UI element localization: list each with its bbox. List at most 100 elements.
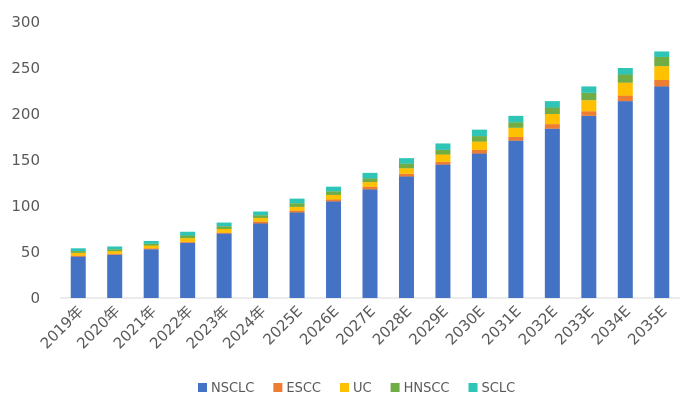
bar-segment-escc <box>180 241 196 243</box>
bar-segment-sclc <box>581 86 597 93</box>
bar-segment-sclc <box>508 115 524 123</box>
bar-segment-sclc <box>398 158 414 164</box>
bar-segment-hnscc <box>253 215 269 218</box>
bar-segment-sclc <box>289 198 305 204</box>
bar-segment-hnscc <box>70 251 86 253</box>
y-tick-label: 100 <box>11 197 40 215</box>
bar-segment-escc <box>216 232 232 234</box>
bar-segment-hnscc <box>362 178 378 183</box>
bar-segment-escc <box>362 186 378 190</box>
bar-segment-uc <box>326 194 342 200</box>
legend-label: NSCLC <box>211 381 254 396</box>
y-tick-label: 200 <box>11 105 40 123</box>
x-tick-label: 2028E <box>369 302 415 348</box>
x-tick-label: 2030E <box>442 302 488 348</box>
bar-segment-hnscc <box>398 163 414 169</box>
bar-segment-sclc <box>70 248 86 252</box>
x-tick-label: 2034E <box>588 302 634 348</box>
bar-segment-nsclc <box>471 153 487 298</box>
y-axis: 0 50 100 150 200 250 300 <box>11 13 40 307</box>
bar-segment-uc <box>70 252 86 256</box>
bar-segment-hnscc <box>435 149 451 155</box>
bar-segment-hnscc <box>654 56 670 67</box>
bar-segment-hnscc <box>581 92 597 101</box>
bar-segment-sclc <box>253 211 269 216</box>
bar-segment-sclc <box>617 68 633 75</box>
bar-segment-nsclc <box>216 233 232 298</box>
bars <box>70 51 670 299</box>
x-tick-label: 2027E <box>332 302 378 348</box>
legend-label: SCLC <box>482 381 516 396</box>
bar-segment-hnscc <box>471 136 487 142</box>
bar-segment-uc <box>398 168 414 174</box>
legend-label: HNSCC <box>404 381 450 396</box>
bar-segment-uc <box>471 141 487 150</box>
x-tick-label: 2029E <box>405 302 451 348</box>
bar-segment-sclc <box>107 246 123 250</box>
bar-segment-uc <box>362 182 378 187</box>
bar-segment-sclc <box>544 101 560 108</box>
bar-segment-nsclc <box>143 249 159 298</box>
bar-segment-hnscc <box>216 226 232 229</box>
bar-segment-nsclc <box>617 101 633 299</box>
bar-segment-uc <box>107 251 123 254</box>
bar-segment-nsclc <box>435 164 451 298</box>
y-tick-label: 0 <box>30 289 40 307</box>
bar-segment-uc <box>289 206 305 211</box>
bar-segment-escc <box>289 210 305 213</box>
bar-segment-sclc <box>435 143 451 150</box>
y-tick-label: 150 <box>11 151 40 169</box>
x-tick-label: 2025E <box>259 302 305 348</box>
x-tick-label: 2032E <box>515 302 561 348</box>
bar-segment-hnscc <box>289 203 305 207</box>
bar-segment-nsclc <box>362 189 378 298</box>
bar-segment-escc <box>435 161 451 165</box>
x-tick-label: 2031E <box>478 302 524 348</box>
bar-segment-uc <box>253 217 269 222</box>
bar-segment-uc <box>143 245 159 249</box>
legend-swatch <box>468 383 478 392</box>
bar-segment-uc <box>581 100 597 112</box>
legend-swatch <box>198 383 207 392</box>
bar-segment-escc <box>107 253 123 255</box>
legend: NSCLC ESCC UC HNSCC SCLC <box>198 381 515 396</box>
bar-segment-nsclc <box>581 115 597 298</box>
bar-segment-hnscc <box>107 249 123 252</box>
x-tick-label: 2035E <box>624 302 670 348</box>
bar-segment-nsclc <box>180 242 196 298</box>
legend-label: UC <box>353 381 372 396</box>
bar-segment-escc <box>398 173 414 177</box>
bar-segment-sclc <box>326 186 342 192</box>
legend-swatch <box>340 383 349 392</box>
bar-segment-nsclc <box>654 86 670 299</box>
bar-segment-sclc <box>180 231 196 236</box>
bar-segment-nsclc <box>107 254 123 298</box>
bar-segment-escc <box>326 199 342 202</box>
bar-segment-nsclc <box>253 223 269 298</box>
x-tick-label: 2026E <box>296 302 342 348</box>
bar-segment-uc <box>216 229 232 233</box>
bar-segment-sclc <box>216 222 232 227</box>
bar-segment-hnscc <box>326 191 342 195</box>
x-tick-label: 2033E <box>551 302 597 348</box>
legend-swatch <box>390 383 400 392</box>
bar-segment-escc <box>544 124 560 129</box>
y-tick-label: 50 <box>21 243 40 261</box>
legend-label: ESCC <box>286 381 321 396</box>
bar-segment-nsclc <box>508 140 524 298</box>
bar-segment-sclc <box>143 240 159 244</box>
bar-segment-nsclc <box>70 256 86 298</box>
bar-segment-sclc <box>471 129 487 137</box>
bar-segment-sclc <box>654 51 670 57</box>
bar-segment-escc <box>143 248 159 250</box>
bar-segment-nsclc <box>398 176 414 298</box>
bar-segment-nsclc <box>544 128 560 298</box>
bar-segment-hnscc <box>508 122 524 128</box>
y-tick-label: 300 <box>11 13 40 31</box>
bar-segment-escc <box>70 255 86 257</box>
y-tick-label: 250 <box>11 59 40 77</box>
bar-segment-escc <box>654 79 670 87</box>
bar-segment-escc <box>471 149 487 154</box>
